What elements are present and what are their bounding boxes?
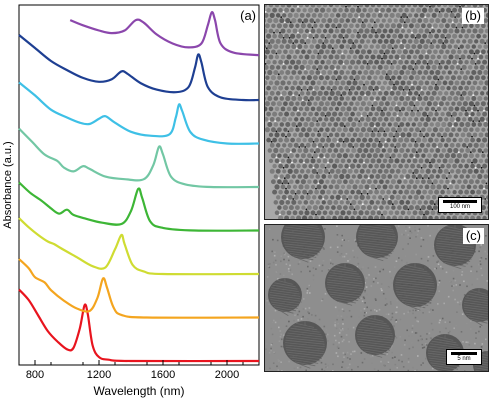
spectrum-line-5 bbox=[18, 127, 260, 189]
scale-bar-line bbox=[443, 200, 477, 203]
scale-bar-text: 5 nm bbox=[457, 356, 471, 362]
panel-b-label: (b) bbox=[462, 8, 484, 24]
x-axis-ticks: 800 1200 1600 2000 bbox=[18, 360, 244, 381]
tem-image-high-res: (c) 5 nm bbox=[264, 224, 489, 372]
spectrum-line-1 bbox=[18, 288, 260, 363]
scale-bar-b: 100 nm bbox=[438, 197, 482, 213]
spectrum-line-6 bbox=[18, 81, 260, 145]
nanocrystal-superlattice-image bbox=[265, 5, 488, 219]
y-axis-label: Absorbance (a.u.) bbox=[2, 141, 14, 228]
x-tick-label: 2000 bbox=[215, 369, 239, 381]
spectrum-line-7 bbox=[18, 34, 260, 102]
spectrum-line-8 bbox=[69, 11, 260, 57]
spectrum-line-4 bbox=[18, 181, 260, 232]
tem-image-low-mag: (b) 100 nm bbox=[264, 4, 489, 220]
scale-bar-line bbox=[451, 352, 477, 355]
panel-c-label: (c) bbox=[462, 228, 484, 244]
spectra-group bbox=[18, 11, 260, 363]
absorbance-chart: 800 1200 1600 2000 (a) Wavelength (nm) Abso… bbox=[2, 4, 260, 398]
x-tick-label: 800 bbox=[26, 369, 44, 381]
spectrum-line-3 bbox=[18, 217, 260, 276]
particle-lattice bbox=[265, 5, 488, 219]
scale-bar-text: 100 nm bbox=[449, 204, 470, 210]
scale-bar-c: 5 nm bbox=[446, 349, 482, 365]
x-tick-label: 1600 bbox=[151, 369, 175, 381]
x-tick-label: 1200 bbox=[87, 369, 111, 381]
x-axis-label: Wavelength (nm) bbox=[94, 384, 185, 398]
panel-a-label: (a) bbox=[240, 8, 256, 23]
plot-frame bbox=[18, 4, 260, 366]
spectrum-line-2 bbox=[18, 258, 260, 319]
